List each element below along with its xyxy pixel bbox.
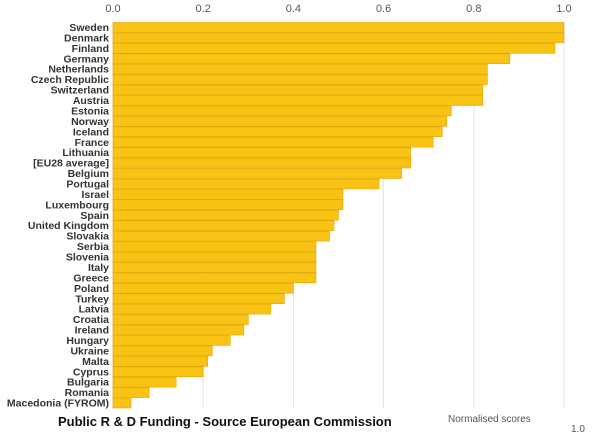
bar	[112, 105, 452, 117]
bar	[112, 116, 448, 127]
bar	[112, 43, 556, 54]
category-label: Turkey	[75, 293, 109, 305]
bar	[112, 168, 402, 179]
x-tick-label: 0.2	[196, 3, 211, 15]
bar	[112, 53, 511, 65]
category-label: Ireland	[75, 325, 109, 337]
bar	[112, 22, 565, 33]
bar	[112, 314, 249, 325]
bar	[112, 178, 380, 190]
category-label: Italy	[88, 262, 109, 274]
bar	[112, 283, 294, 294]
category-label: Norway	[71, 116, 109, 128]
category-labels: SwedenDenmarkFinlandGermanyNetherlandsCz…	[7, 22, 109, 410]
bars	[112, 22, 565, 409]
category-label: Latvia	[79, 304, 110, 316]
bar	[112, 387, 150, 398]
category-label: Cyprus	[73, 366, 109, 378]
bar	[112, 366, 204, 378]
bar	[112, 209, 339, 221]
category-label: Portugal	[66, 179, 109, 191]
bar	[112, 74, 488, 85]
bar	[112, 324, 245, 336]
category-label: Ukraine	[70, 345, 109, 357]
bar	[112, 241, 317, 252]
category-label: United Kingdom	[28, 220, 109, 232]
bar	[112, 147, 411, 158]
category-label: Poland	[74, 283, 109, 295]
category-label: Greece	[73, 272, 109, 284]
category-label: Spain	[80, 210, 109, 222]
category-label: Netherlands	[48, 64, 109, 76]
category-label: Romania	[65, 387, 110, 399]
category-label: Sweden	[69, 22, 109, 34]
category-label: France	[75, 137, 110, 149]
bar	[112, 356, 209, 367]
bar	[112, 95, 484, 106]
bar	[112, 262, 317, 273]
x-axis-ticks: 0.0 0.2 0.4 0.6 0.8 1.0	[105, 3, 571, 15]
bar	[112, 220, 335, 231]
bar	[112, 84, 484, 96]
category-label: Czech Republic	[31, 74, 109, 86]
category-label: Slovakia	[66, 231, 109, 243]
bar	[112, 189, 344, 200]
category-label: Germany	[63, 53, 109, 65]
bar	[112, 199, 344, 211]
chart-title: Public R & D Funding - Source European C…	[58, 414, 392, 429]
category-label: Macedonia (FYROM)	[7, 398, 109, 410]
bar	[112, 272, 317, 284]
bar	[112, 230, 330, 242]
bar	[112, 126, 443, 138]
bar	[112, 303, 272, 315]
category-label: Lithuania	[62, 147, 109, 159]
bar	[112, 335, 231, 346]
bar	[112, 293, 285, 304]
category-label: Croatia	[73, 314, 109, 326]
bar	[112, 397, 132, 409]
category-label: Malta	[82, 356, 109, 368]
category-label: Switzerland	[51, 85, 109, 97]
x-tick-label: 0.6	[376, 3, 391, 15]
x-tick-label: 0.4	[286, 3, 301, 15]
bar	[112, 136, 434, 148]
bar	[112, 376, 177, 388]
bar	[112, 32, 565, 44]
bar	[112, 345, 213, 357]
x-axis-title: Normalised scores	[448, 414, 531, 425]
x-tick-label: 0.8	[466, 3, 481, 15]
category-label: Austria	[73, 95, 109, 107]
category-label: Denmark	[64, 32, 109, 44]
category-label: Serbia	[77, 241, 109, 253]
category-label: Luxembourg	[45, 199, 109, 211]
category-label: Finland	[72, 43, 109, 55]
category-label: Estonia	[71, 105, 109, 117]
category-label: Israel	[82, 189, 110, 201]
bar	[112, 251, 317, 263]
category-label: Slovenia	[66, 252, 109, 264]
category-label: Hungary	[66, 335, 109, 347]
category-label: Iceland	[73, 126, 109, 138]
x-tick-label: 1.0	[556, 3, 571, 15]
category-label: Bulgaria	[67, 377, 109, 389]
x-axis-end-label: 1.0	[571, 424, 585, 435]
bar	[112, 63, 488, 75]
category-label: [EU28 average]	[33, 158, 109, 170]
category-label: Belgium	[68, 168, 109, 180]
bar	[112, 157, 411, 169]
x-tick-label: 0.0	[105, 3, 120, 15]
